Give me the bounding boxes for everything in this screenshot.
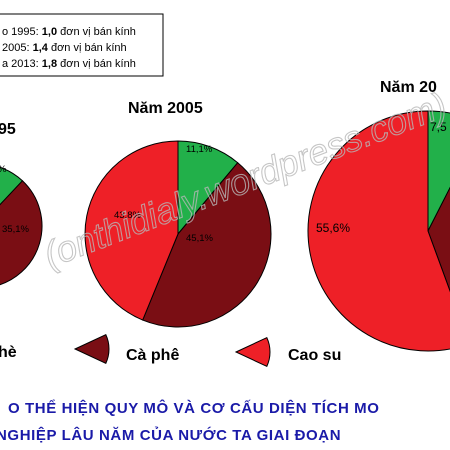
caption-line-1: O THỂ HIỆN QUY MÔ VÀ CƠ CẤU DIỆN TÍCH MO — [8, 399, 380, 417]
scale-legend-box: o 1995: 1,0 đơn vị bán kính 2005: 1,4 đơ… — [0, 13, 164, 77]
pie-title-1995: 95 — [0, 121, 16, 138]
caption-line-2: NGHIỆP LÂU NĂM CỦA NƯỚC TA GIAI ĐOẠN — [0, 426, 341, 444]
pie-2013-label-tea: 7,5 — [430, 120, 447, 134]
pie-2005-slice-coffee — [142, 162, 272, 328]
legend-label-tea: hè — [0, 344, 17, 361]
pie-group: % 35,1% 11,1% 45,1% 43,8% 7,5 55,6% — [0, 110, 450, 352]
scale-legend-frame — [0, 13, 164, 77]
legend-label-rubber: Cao su — [288, 347, 341, 364]
legend-label-coffee: Cà phê — [126, 347, 179, 364]
pie-2013-label-rubber: 55,6% — [316, 221, 350, 235]
pie-2013-slice-coffee — [427, 186, 450, 293]
pie-2013-slice-rubber — [307, 110, 450, 352]
scale-line-2013: a 2013: 1,8 đơn vị bán kính — [2, 58, 136, 70]
category-legend: hè Cà phê Cao su — [0, 333, 341, 368]
pie-title-2013: Năm 20 — [380, 79, 437, 96]
legend-swatch-coffee — [73, 333, 110, 365]
pie-2005-slice-rubber — [84, 140, 179, 321]
pie-1995-label-tea: % — [0, 164, 7, 175]
pie-1995-slice-coffee — [0, 180, 43, 286]
pie-2005-label-rubber: 43,8% — [114, 210, 141, 221]
pie-2005-slice-tea — [177, 140, 239, 236]
legend-swatch-rubber — [234, 336, 271, 368]
pie-title-2005: Năm 2005 — [128, 100, 203, 117]
pie-1995-label-coffee: 35,1% — [2, 224, 29, 235]
scale-line-1995: o 1995: 1,0 đơn vị bán kính — [2, 26, 136, 38]
pie-2005-label-tea: 11,1% — [186, 144, 213, 155]
pie-2005-label-coffee: 45,1% — [186, 233, 213, 244]
scale-line-2005: 2005: 1,4 đơn vị bán kính — [2, 42, 127, 54]
